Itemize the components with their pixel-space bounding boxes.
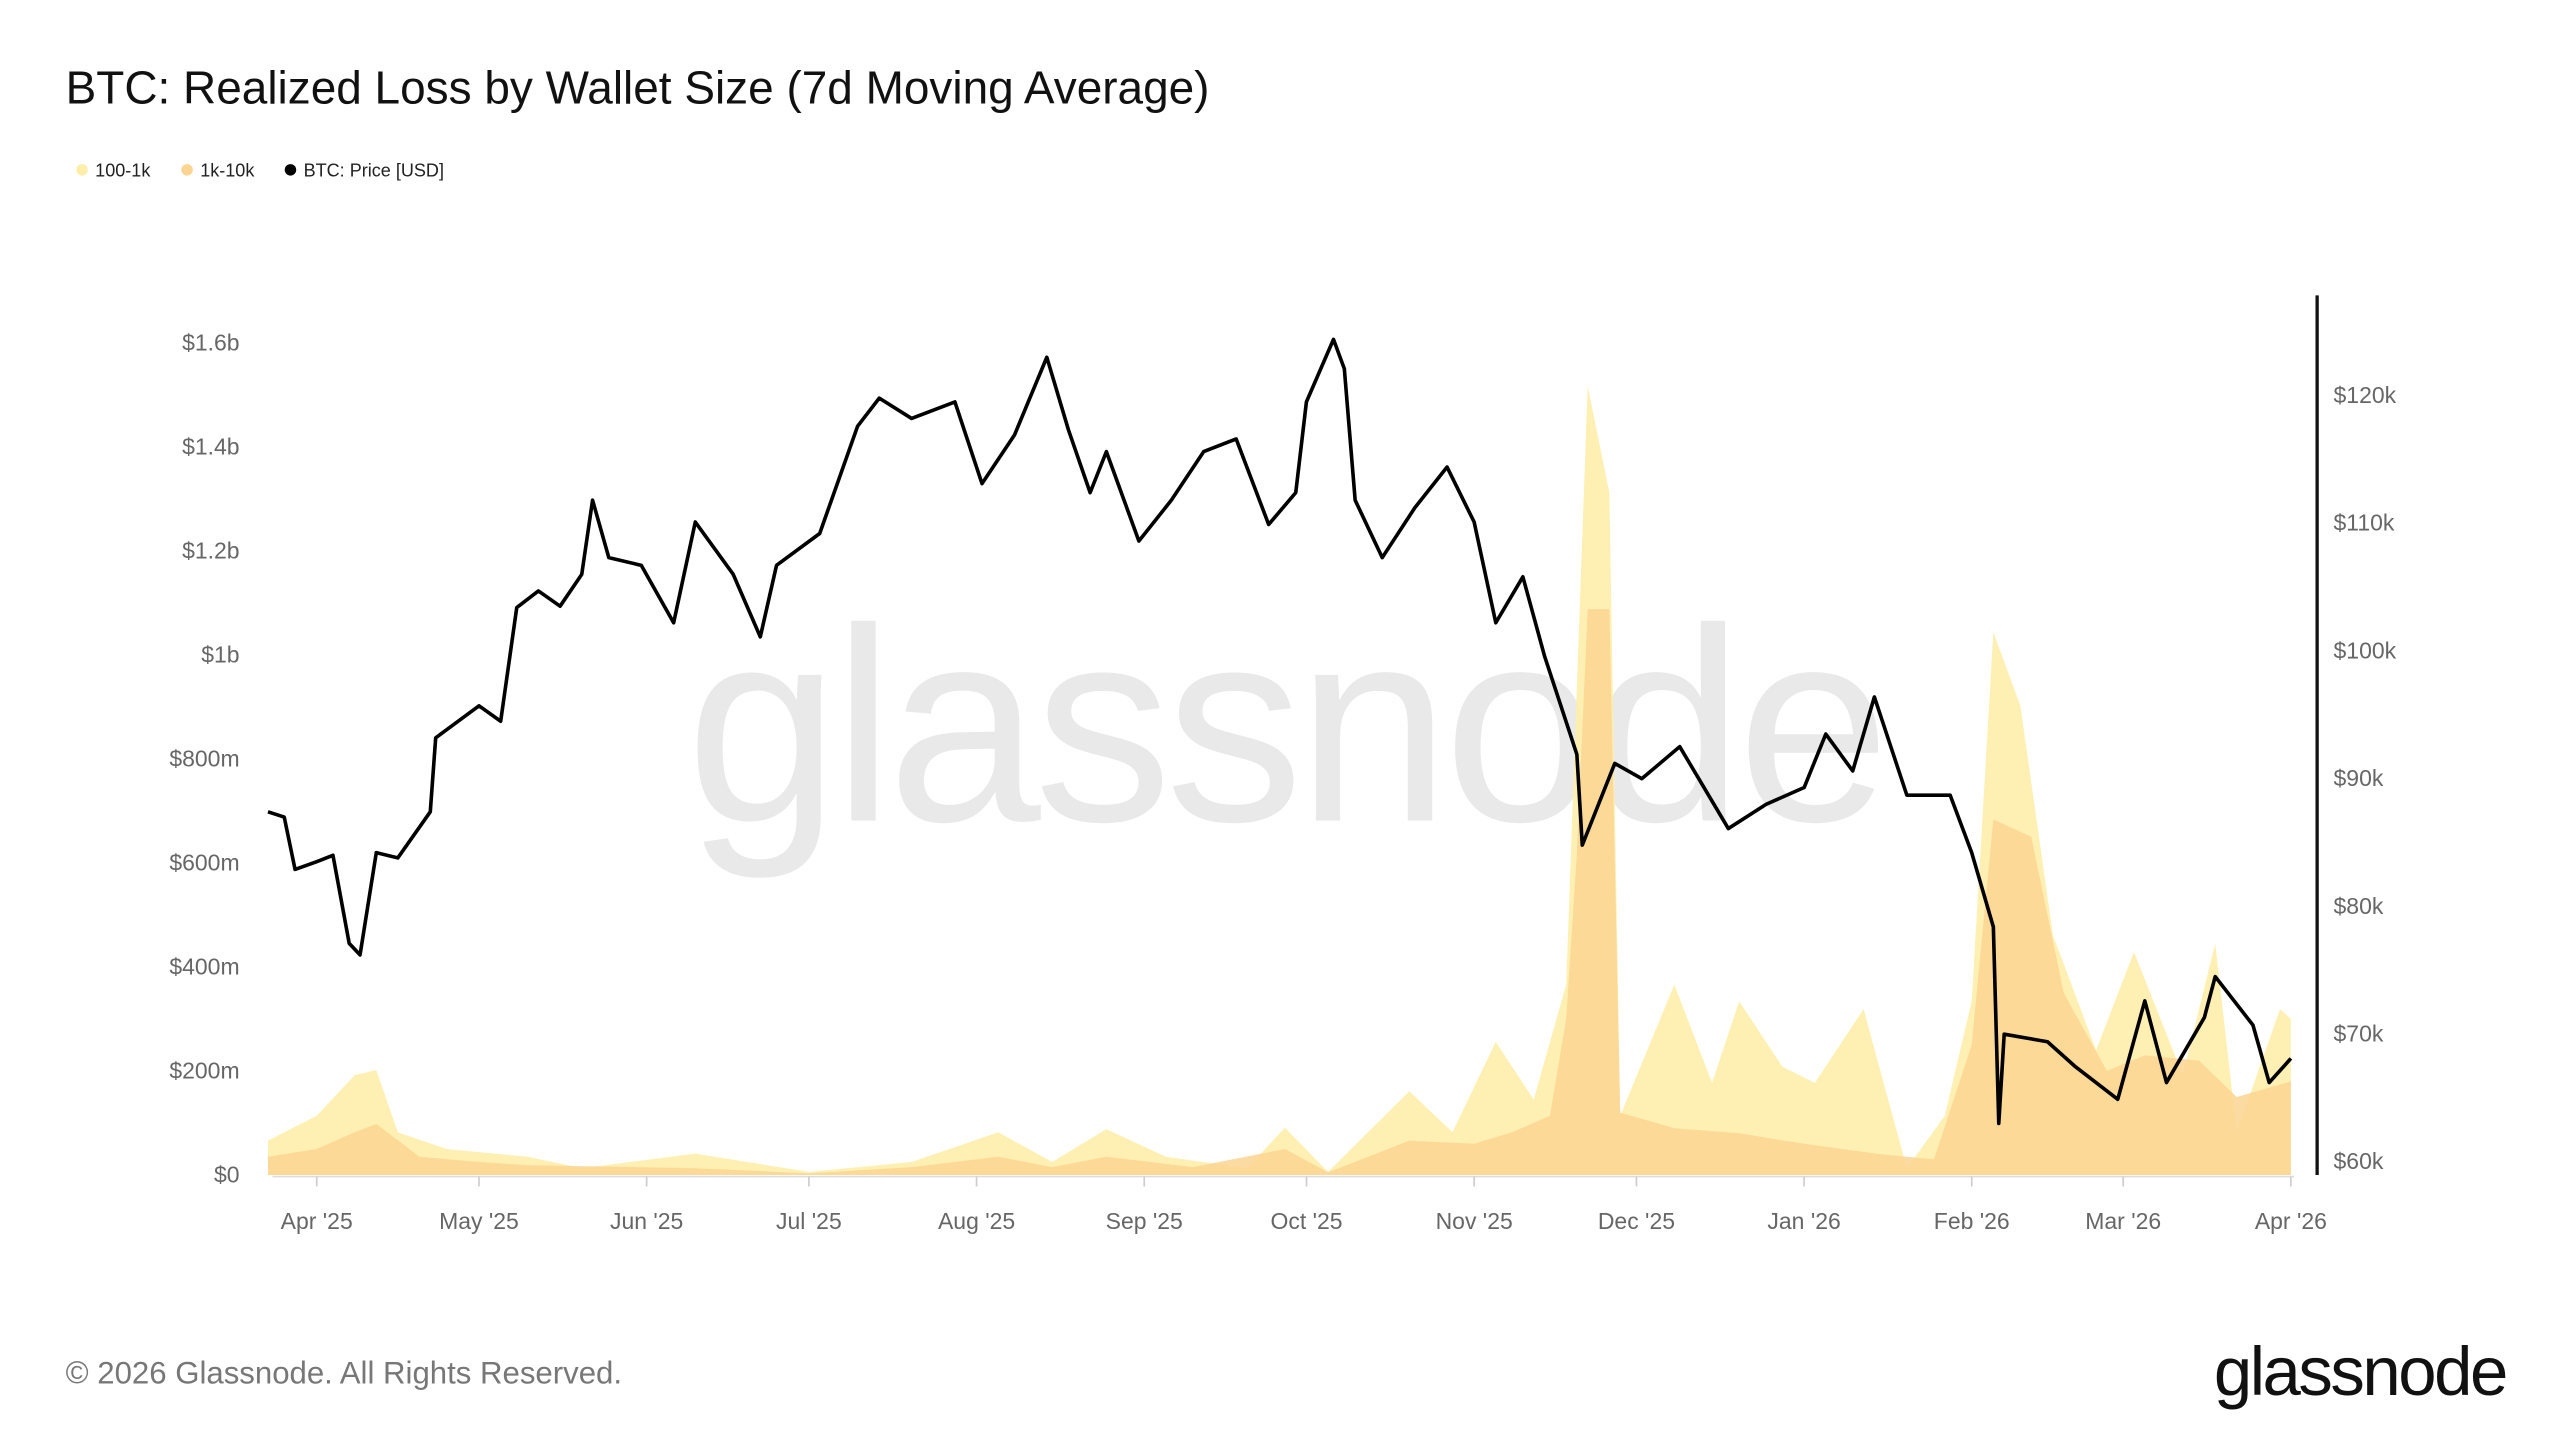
left-tick-label: $1b <box>201 641 239 667</box>
right-tick-label: $90k <box>2334 765 2384 791</box>
footer-copyright: © 2026 Glassnode. All Rights Reserved. <box>66 1355 622 1390</box>
glassnode-logo: glassnode <box>2214 1333 2506 1410</box>
left-tick-label: $0 <box>214 1161 240 1187</box>
x-tick-label: Mar '26 <box>2085 1208 2161 1234</box>
left-tick-label: $1.6b <box>182 329 239 355</box>
price-line <box>267 337 2293 1126</box>
left-tick-label: $800m <box>169 745 239 771</box>
left-tick-label: $1.2b <box>182 537 239 563</box>
x-tick-label: Apr '26 <box>2255 1208 2327 1234</box>
legend-dot-btc-price <box>284 164 297 176</box>
right-tick-label: $70k <box>2334 1021 2384 1047</box>
area-series-1k-10k <box>267 609 2291 1175</box>
left-tick-label: $400m <box>169 953 239 979</box>
x-tick-label: Dec '25 <box>1598 1208 1675 1234</box>
left-axis: $0 $200m $400m $600m $800m $1b $1.2b $1.4b $1.6b <box>169 329 239 1187</box>
x-tick-label: Apr '25 <box>281 1208 353 1234</box>
x-tick-label: Sep '25 <box>1106 1208 1183 1234</box>
right-tick-label: $120k <box>2334 382 2397 408</box>
x-tick-label: Jul '25 <box>776 1208 842 1234</box>
x-tick-label: Nov '25 <box>1436 1208 1513 1234</box>
legend-label-100-1k: 100-1k <box>95 160 151 180</box>
area-layer <box>267 386 2291 1175</box>
legend-dot-1k-10k <box>181 164 193 176</box>
legend: 100-1k 1k-10k BTC: Price [USD] <box>76 160 444 180</box>
page-title: BTC: Realized Loss by Wallet Size (7d Mo… <box>66 61 1210 113</box>
left-tick-label: $200m <box>169 1057 239 1083</box>
left-tick-label: $1.4b <box>182 433 239 459</box>
right-axis: $60k $70k $80k $90k $100k $110k $120k <box>2334 382 2397 1174</box>
x-tick-label: Jan '26 <box>1767 1208 1840 1234</box>
x-tick-label: Feb '26 <box>1934 1208 2010 1234</box>
legend-label-btc-price: BTC: Price [USD] <box>304 160 444 180</box>
legend-item-btc-price[interactable]: BTC: Price [USD] <box>284 160 444 180</box>
left-tick-label: $600m <box>169 849 239 875</box>
right-tick-label: $60k <box>2334 1148 2384 1174</box>
right-tick-label: $80k <box>2334 893 2384 919</box>
right-tick-label: $110k <box>2334 510 2395 536</box>
legend-label-1k-10k: 1k-10k <box>200 160 255 180</box>
x-tick-label: Oct '25 <box>1270 1208 1342 1234</box>
legend-item-100-1k[interactable]: 100-1k <box>76 160 151 180</box>
x-tick-label: Aug '25 <box>938 1208 1015 1234</box>
x-axis: Apr '25 May '25 Jun '25 Jul '25 Aug '25 Sep '… <box>281 1176 2327 1234</box>
watermark: glassnode <box>686 572 1884 881</box>
price-line-layer <box>267 337 2293 1126</box>
x-tick-label: Jun '25 <box>610 1208 683 1234</box>
legend-dot-100-1k <box>76 164 88 176</box>
right-tick-label: $100k <box>2334 637 2397 663</box>
x-tick-label: May '25 <box>439 1208 519 1234</box>
legend-item-1k-10k[interactable]: 1k-10k <box>181 160 255 180</box>
